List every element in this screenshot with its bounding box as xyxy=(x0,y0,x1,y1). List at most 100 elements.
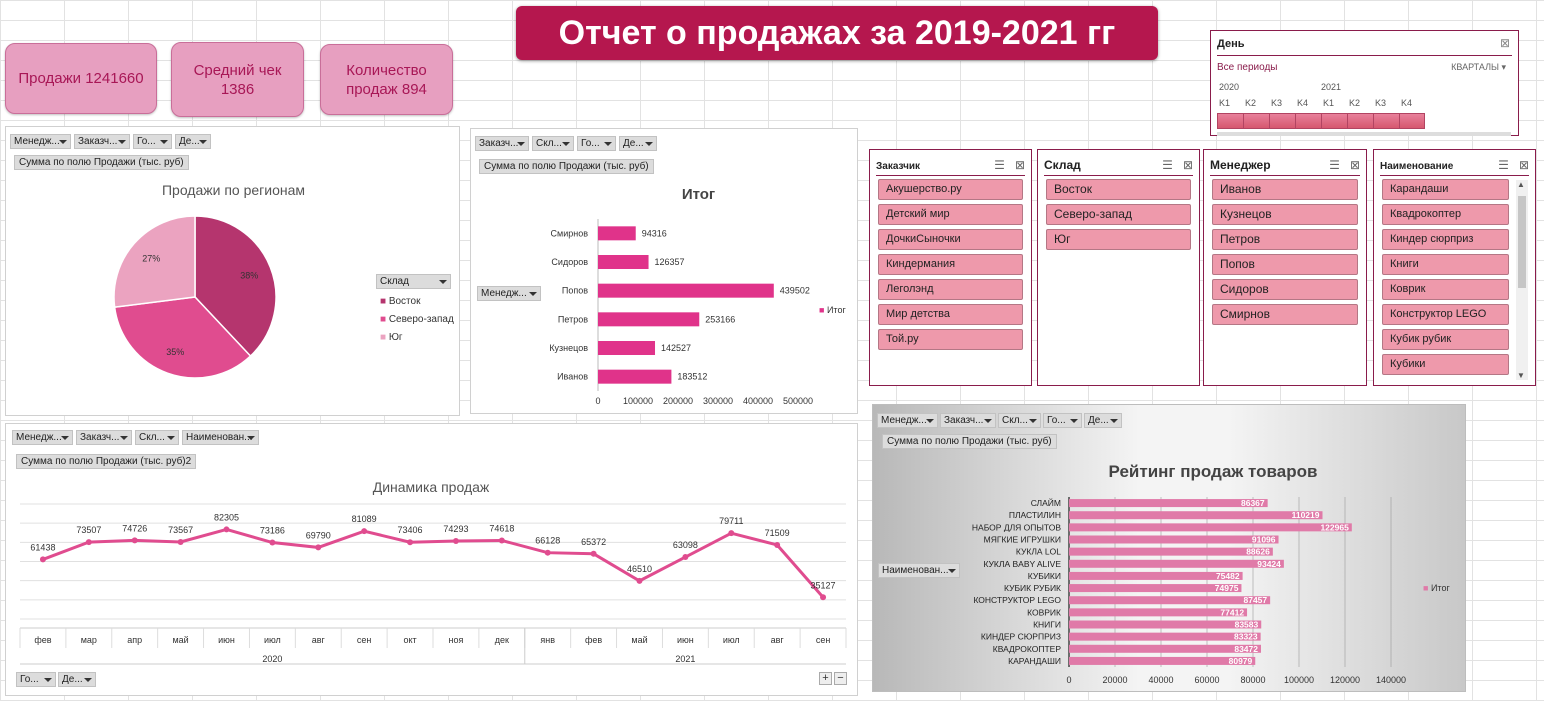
multi-select-icon[interactable]: ☰ xyxy=(1162,158,1173,172)
axis-field-manager[interactable]: Менедж... xyxy=(477,286,541,301)
bar[interactable] xyxy=(1069,547,1273,556)
bar[interactable] xyxy=(598,283,774,298)
timeline-selection-bar[interactable] xyxy=(1217,113,1425,129)
slicer-item[interactable]: Попов xyxy=(1212,254,1358,275)
filter-manager[interactable]: Менедж... xyxy=(10,134,71,149)
slicer-item[interactable]: Мир детства xyxy=(878,304,1023,325)
pie-slice[interactable] xyxy=(113,215,196,308)
chevron-up-icon[interactable]: ▲ xyxy=(1517,180,1525,189)
multi-select-icon[interactable]: ☰ xyxy=(1329,158,1340,172)
slicer-item[interactable]: Кузнецов xyxy=(1212,204,1358,225)
filter-product[interactable]: Наименован... xyxy=(182,430,259,445)
slicer-item[interactable]: Киндер сюрприз xyxy=(1382,229,1509,250)
clear-filter-icon[interactable]: ⊠ xyxy=(1014,158,1025,172)
filter-customer[interactable]: Заказч... xyxy=(74,134,130,149)
chevron-down-icon[interactable]: ▼ xyxy=(1517,371,1525,380)
multi-select-icon[interactable]: ☰ xyxy=(1498,158,1509,172)
bar[interactable] xyxy=(1069,559,1284,568)
slicer-item[interactable]: Карандаши xyxy=(1382,179,1509,200)
bar[interactable] xyxy=(598,255,649,269)
bar[interactable] xyxy=(598,226,636,241)
sales-line[interactable] xyxy=(42,527,825,599)
line-point[interactable] xyxy=(774,541,781,548)
pie-slice[interactable] xyxy=(194,215,277,358)
filter-warehouse[interactable]: Скл... xyxy=(998,413,1041,428)
expand-button[interactable]: + xyxy=(819,672,832,685)
clear-filter-icon[interactable]: ⊠ xyxy=(1518,158,1529,172)
slicer-item[interactable]: Петров xyxy=(1212,229,1358,250)
filter-customer[interactable]: Заказч... xyxy=(475,136,529,151)
value-field-label[interactable]: Сумма по полю Продажи (тыс. руб) xyxy=(14,155,189,170)
bar[interactable] xyxy=(1069,644,1261,653)
legend-field-warehouse[interactable]: Склад xyxy=(376,274,451,289)
filter-manager[interactable]: Менедж... xyxy=(12,430,73,445)
bar[interactable] xyxy=(1069,499,1268,508)
bar[interactable] xyxy=(1069,632,1261,641)
slicer-item[interactable]: Кубики xyxy=(1382,354,1509,375)
slicer-item[interactable]: Конструктор LEGO xyxy=(1382,304,1509,325)
line-point[interactable] xyxy=(407,539,414,546)
filter-year[interactable]: Го... xyxy=(577,136,616,151)
multi-select-icon[interactable]: ☰ xyxy=(994,158,1005,172)
line-point[interactable] xyxy=(682,554,689,561)
filter-day[interactable]: Де... xyxy=(1084,413,1122,428)
axis-field-product[interactable]: Наименован... xyxy=(878,563,960,578)
slicer-item[interactable]: Восток xyxy=(1046,179,1191,200)
slicer-item[interactable]: Сидоров xyxy=(1212,279,1358,300)
line-point[interactable] xyxy=(590,550,597,557)
slicer-item[interactable]: Квадрокоптер xyxy=(1382,204,1509,225)
line-point[interactable] xyxy=(39,556,46,563)
value-field-label[interactable]: Сумма по полю Продажи (тыс. руб) xyxy=(882,434,1057,449)
collapse-button[interactable]: − xyxy=(834,672,847,685)
filter-day-bottom[interactable]: Де... xyxy=(58,672,96,687)
line-point[interactable] xyxy=(315,544,322,551)
bar[interactable] xyxy=(598,312,700,327)
line-point[interactable] xyxy=(544,549,551,556)
pie-slice[interactable] xyxy=(113,296,252,379)
filter-day[interactable]: Де... xyxy=(619,136,657,151)
bar[interactable] xyxy=(1069,584,1242,593)
filter-year[interactable]: Го... xyxy=(133,134,172,149)
slicer-item[interactable]: Коврик xyxy=(1382,279,1509,300)
bar[interactable] xyxy=(1069,596,1271,605)
slicer-scrollbar[interactable]: ▲ ▼ xyxy=(1516,180,1528,380)
bar[interactable] xyxy=(1069,571,1243,580)
line-point[interactable] xyxy=(269,539,276,546)
line-point[interactable] xyxy=(361,528,368,535)
filter-warehouse[interactable]: Скл... xyxy=(135,430,179,445)
line-point[interactable] xyxy=(452,537,459,544)
filter-customer[interactable]: Заказч... xyxy=(76,430,132,445)
line-point[interactable] xyxy=(728,530,735,537)
slicer-item[interactable]: Юг xyxy=(1046,229,1191,250)
line-point[interactable] xyxy=(85,539,92,546)
line-point[interactable] xyxy=(498,537,505,544)
bar[interactable] xyxy=(1069,656,1256,665)
filter-year[interactable]: Го... xyxy=(1043,413,1082,428)
line-point[interactable] xyxy=(223,526,230,533)
slicer-item[interactable]: ДочкиСыночки xyxy=(878,229,1023,250)
clear-filter-icon[interactable]: ⊠ xyxy=(1499,36,1510,50)
slicer-item[interactable]: Северо-запад xyxy=(1046,204,1191,225)
line-point[interactable] xyxy=(820,594,827,601)
slicer-item[interactable]: Книги xyxy=(1382,254,1509,275)
all-periods-link[interactable]: Все периоды xyxy=(1217,62,1278,73)
slicer-item[interactable]: Кубик рубик xyxy=(1382,329,1509,350)
line-point[interactable] xyxy=(131,537,138,544)
filter-year-bottom[interactable]: Го... xyxy=(16,672,56,687)
bar[interactable] xyxy=(1069,608,1248,617)
slicer-item[interactable]: Акушерство.ру xyxy=(878,179,1023,200)
filter-day[interactable]: Де... xyxy=(175,134,211,149)
slicer-item[interactable]: Той.ру xyxy=(878,329,1023,350)
scrollbar-thumb[interactable] xyxy=(1518,196,1526,288)
filter-customer[interactable]: Заказч... xyxy=(940,413,996,428)
slicer-item[interactable]: Леголэнд xyxy=(878,279,1023,300)
value-field-label[interactable]: Сумма по полю Продажи (тыс. руб)2 xyxy=(16,454,197,469)
slicer-item[interactable]: Смирнов xyxy=(1212,304,1358,325)
slicer-item[interactable]: Детский мир xyxy=(878,204,1023,225)
filter-warehouse[interactable]: Скл... xyxy=(532,136,574,151)
time-level-select[interactable]: КВАРТАЛЫ ▾ xyxy=(1451,62,1506,73)
bar[interactable] xyxy=(1069,620,1262,629)
filter-manager[interactable]: Менедж... xyxy=(877,413,938,428)
line-point[interactable] xyxy=(636,577,643,584)
timeline-scrollbar[interactable] xyxy=(1217,132,1511,136)
